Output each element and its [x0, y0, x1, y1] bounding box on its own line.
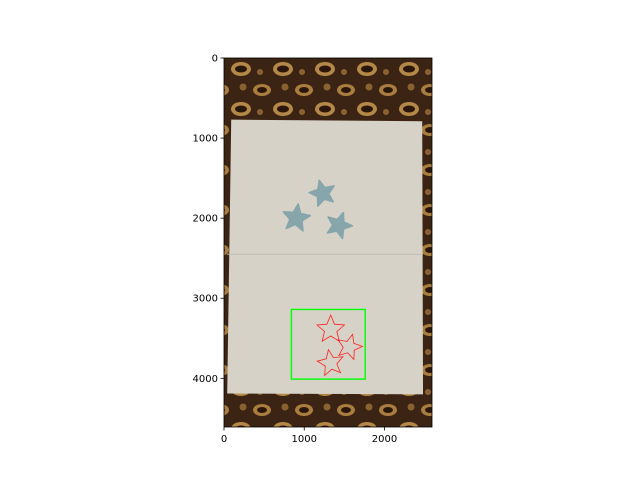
- star-shape: [282, 203, 312, 232]
- detection-box: [290, 308, 366, 380]
- detected-star-outline: [316, 313, 346, 343]
- x-tick-label: 2000: [372, 434, 397, 445]
- x-tick-label: 0: [221, 434, 227, 445]
- paper-sheet: [227, 119, 424, 395]
- y-tick-label: 2000: [193, 214, 218, 225]
- axes-frame: [223, 57, 433, 428]
- y-tick-label: 4000: [193, 374, 218, 385]
- star-shape: [308, 179, 335, 207]
- detected-star-outline: [316, 348, 344, 377]
- y-tick-label: 3000: [193, 294, 218, 305]
- y-tick-label: 1000: [193, 134, 218, 145]
- x-axis: 0 1000 2000: [221, 427, 397, 445]
- star-shape: [326, 211, 354, 240]
- x-tick-label: 1000: [292, 434, 317, 445]
- image-area: [224, 58, 432, 427]
- y-axis: 0 1000 2000 3000 4000: [193, 54, 224, 385]
- y-tick-label: 0: [212, 54, 218, 65]
- detected-star-outline: [337, 333, 364, 361]
